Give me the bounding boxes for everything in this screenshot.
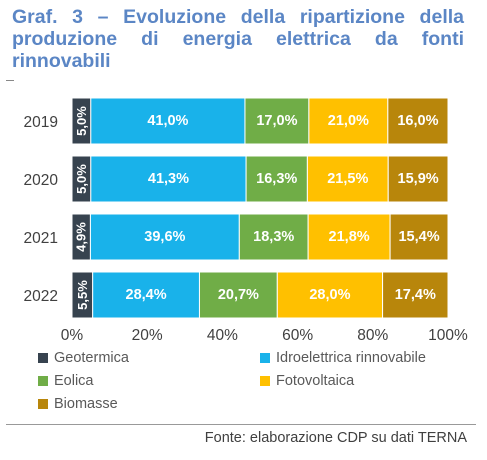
data-label-2019-fotovoltaica: 21,0% xyxy=(328,113,369,129)
category-label-2022: 2022 xyxy=(24,288,58,305)
bar-2021-biomasse xyxy=(389,213,449,261)
data-label-2021-idroelettrica: 39,6% xyxy=(144,229,185,245)
x-tick-label-0: 0% xyxy=(61,327,84,344)
bar-2020-idroelettrica xyxy=(90,155,247,203)
bar-2022-eolica xyxy=(198,271,278,319)
legend-label-idroelettrica: Idroelettrica rinnovabile xyxy=(276,350,426,366)
data-label-2020-biomasse: 15,9% xyxy=(398,171,439,187)
bar-2022-fotovoltaica xyxy=(276,271,384,319)
data-label-2021-geotermica: 4,9% xyxy=(74,222,89,252)
data-label-2021-biomasse: 15,4% xyxy=(398,229,439,245)
data-label-2022-fotovoltaica: 28,0% xyxy=(309,287,350,303)
bar-2021-idroelettrica xyxy=(89,213,240,261)
legend-label-geotermica: Geotermica xyxy=(54,350,129,366)
footer-divider xyxy=(6,424,476,425)
legend-label-fotovoltaica: Fotovoltaica xyxy=(276,373,355,389)
data-label-2022-biomasse: 17,4% xyxy=(395,287,436,303)
x-tick-label-40: 40% xyxy=(207,327,238,344)
bar-2020-biomasse xyxy=(387,155,449,203)
bar-2021-eolica xyxy=(238,213,309,261)
category-label-2020: 2020 xyxy=(24,172,59,189)
x-tick-label-20: 20% xyxy=(132,327,163,344)
bar-2022-biomasse xyxy=(382,271,449,319)
x-tick-label-100: 100% xyxy=(428,327,468,344)
legend-item-biomasse: Biomasse xyxy=(38,396,118,412)
data-label-2022-geotermica: 5,5% xyxy=(75,280,90,310)
x-tick-label-80: 80% xyxy=(357,327,388,344)
legend-label-biomasse: Biomasse xyxy=(54,396,118,412)
bar-2019-eolica xyxy=(244,97,310,145)
data-label-2020-geotermica: 5,0% xyxy=(74,164,89,194)
data-label-2020-idroelettrica: 41,3% xyxy=(148,171,189,187)
legend-item-fotovoltaica: Fotovoltaica xyxy=(260,373,354,389)
category-label-2019: 2019 xyxy=(24,114,58,131)
legend-swatch-biomasse xyxy=(38,399,48,409)
legend-swatch-geotermica xyxy=(38,353,48,363)
x-tick-label-60: 60% xyxy=(282,327,313,344)
bar-2021-fotovoltaica xyxy=(307,213,391,261)
category-label-2021: 2021 xyxy=(24,230,58,247)
data-label-2020-eolica: 16,3% xyxy=(256,171,297,187)
data-label-2019-biomasse: 16,0% xyxy=(397,113,438,129)
bar-2019-fotovoltaica xyxy=(308,97,389,145)
data-label-2019-eolica: 17,0% xyxy=(256,113,297,129)
stacked-bar-chart: 2019 5,0% 41,0% 17,0% 21,0% 16,0% 2020 5,0% 41,3… xyxy=(24,97,468,344)
data-label-2021-fotovoltaica: 21,8% xyxy=(329,229,370,245)
data-label-2019-geotermica: 5,0% xyxy=(74,106,89,136)
legend-item-geotermica: Geotermica xyxy=(38,350,129,366)
data-label-2020-fotovoltaica: 21,5% xyxy=(327,171,368,187)
bar-2019-idroelettrica xyxy=(90,97,246,145)
title-divider-tick xyxy=(6,80,14,81)
legend-swatch-fotovoltaica xyxy=(260,376,270,386)
legend-swatch-eolica xyxy=(38,376,48,386)
legend-swatch-idroelettrica xyxy=(260,353,270,363)
legend-label-eolica: Eolica xyxy=(54,373,94,389)
chart-title: Graf. 3 – Evoluzione della ripartizione … xyxy=(12,6,464,72)
legend-item-eolica: Eolica xyxy=(38,373,94,389)
data-label-2022-idroelettrica: 28,4% xyxy=(126,287,167,303)
data-label-2021-eolica: 18,3% xyxy=(253,229,294,245)
legend-item-idroelettrica: Idroelettrica rinnovabile xyxy=(260,350,426,366)
bar-2019-biomasse xyxy=(387,97,449,145)
source-note: Fonte: elaborazione CDP su dati TERNA xyxy=(204,430,467,446)
data-label-2019-idroelettrica: 41,0% xyxy=(147,113,188,129)
bar-2022-idroelettrica xyxy=(92,271,200,319)
data-label-2022-eolica: 20,7% xyxy=(218,287,259,303)
